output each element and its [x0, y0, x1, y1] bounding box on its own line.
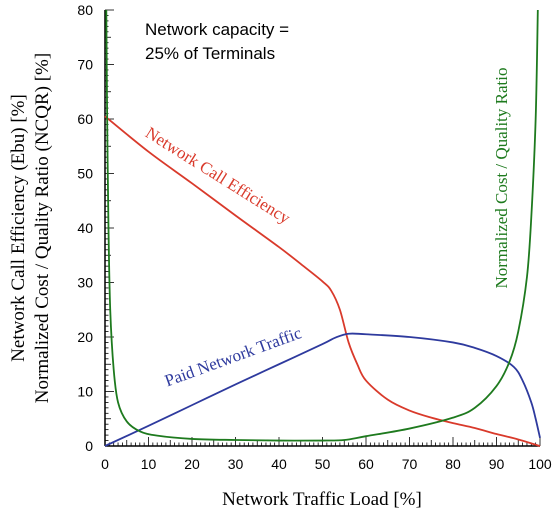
x-tick-label: 90: [489, 456, 505, 472]
y-tick-label: 70: [77, 57, 93, 73]
x-tick-label: 100: [528, 456, 552, 472]
capacity-annotation-line1: Network capacity =: [145, 20, 289, 39]
series-label-normalized-cost-quality-ratio: Normalized Cost / Quality Ratio: [492, 68, 511, 289]
y-axis-title-line2: Normalized Cost / Quality Ratio (NCQR) […: [32, 53, 53, 403]
y-tick-label: 60: [77, 111, 93, 127]
x-tick-label: 10: [141, 456, 157, 472]
series-paid-network-traffic: [104, 332, 541, 447]
tick-labels: 0 10 20 30 40 50 60 70 80 90 100 0 10 20 30 40 50 60 70 80: [77, 2, 551, 472]
x-tick-label: 20: [184, 456, 200, 472]
series-curves: [104, 9, 541, 447]
y-tick-label: 50: [77, 166, 93, 182]
x-tick-label: 40: [271, 456, 287, 472]
x-axis-title: Network Traffic Load [%]: [222, 489, 422, 510]
x-tick-label: 0: [101, 456, 109, 472]
x-tick-label: 60: [358, 456, 374, 472]
series-normalized-cost-quality-ratio: [105, 9, 539, 442]
x-tick-label: 80: [445, 456, 461, 472]
y-tick-label: 20: [77, 329, 93, 345]
y-tick-label: 80: [77, 2, 93, 18]
y-tick-label: 30: [77, 275, 93, 291]
x-tick-label: 30: [228, 456, 244, 472]
x-tick-label: 70: [402, 456, 418, 472]
y-axis-title-line1: Network Call Efficiency (Ebu) [%]: [8, 94, 29, 362]
series-network-call-efficiency: [104, 115, 541, 447]
y-tick-label: 0: [85, 438, 93, 454]
series-label-network-call-efficiency: Network Call Efficiency: [142, 123, 294, 228]
capacity-annotation-line2: 25% of Terminals: [145, 44, 275, 63]
y-tick-label: 40: [77, 220, 93, 236]
x-tick-label: 50: [315, 456, 331, 472]
series-label-paid-network-traffic: Paid Network Traffic: [162, 323, 304, 390]
y-tick-label: 10: [77, 384, 93, 400]
